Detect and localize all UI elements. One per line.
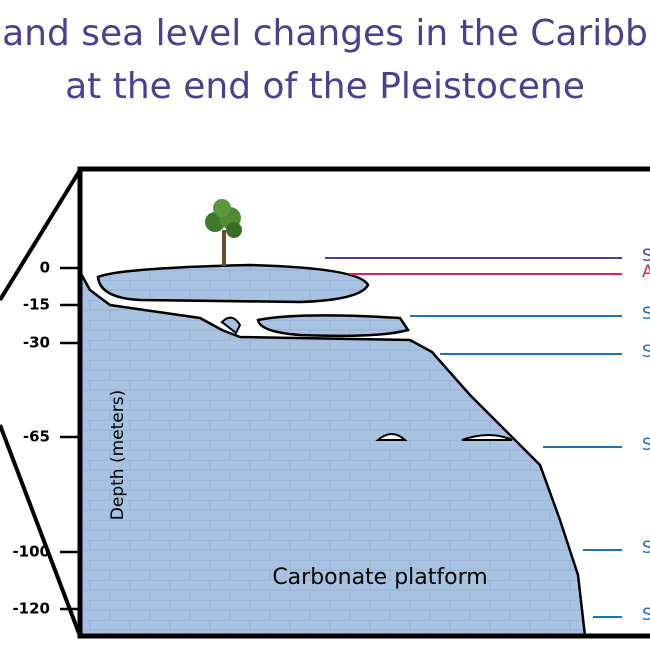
- zoom-line: [0, 424, 82, 637]
- tick-label: -120: [12, 600, 50, 618]
- sea-level-label: S: [642, 246, 650, 266]
- tick-label: 0: [40, 259, 50, 277]
- platform-label: Carbonate platform: [272, 565, 487, 590]
- platform: [78, 263, 587, 638]
- sea-level-label: S: [642, 435, 650, 455]
- frame: [77, 166, 650, 639]
- zoom-line: [0, 168, 82, 302]
- tree: [205, 199, 242, 266]
- tick-label: -30: [23, 334, 50, 352]
- sea-level-label: A: [642, 262, 650, 282]
- sea-level-label: S: [642, 342, 650, 362]
- axis-label: Depth (meters): [108, 390, 128, 520]
- sea-level-label: S: [642, 538, 650, 558]
- title-line: and sea level changes in the Caribb: [2, 13, 648, 54]
- tick-label: -65: [23, 428, 50, 446]
- sea-level-label: S: [642, 605, 650, 625]
- title-line: at the end of the Pleistocene: [65, 66, 585, 107]
- tick-label: -100: [12, 543, 50, 561]
- tick-label: -15: [23, 296, 50, 314]
- sea-level-label: S: [642, 304, 650, 324]
